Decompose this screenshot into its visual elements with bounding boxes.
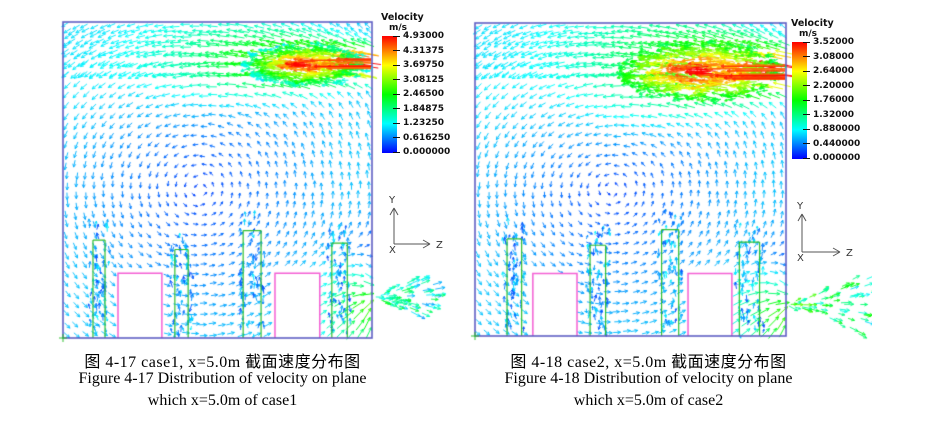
caption-en-line1-case1: Figure 4-17 Distribution of velocity on … — [78, 370, 367, 387]
legend-tick: 0.440000 — [803, 139, 860, 149]
legend-tick: 3.69750 — [393, 60, 444, 70]
axis-triad-case2: Y Z X — [796, 201, 853, 264]
legend-units: m/s — [799, 29, 818, 39]
axis-label-x: X — [797, 253, 804, 264]
legend-tick: 1.23250 — [393, 118, 444, 128]
legend-tick: 1.84875 — [393, 104, 444, 114]
legend-tick: 0.000000 — [393, 147, 450, 157]
caption-en-line2-case2: which x=5.0m of case2 — [573, 392, 724, 409]
legend-tick: 2.46500 — [393, 89, 444, 99]
legend-tick: 0.880000 — [803, 124, 860, 134]
legend-tick: 3.08125 — [393, 75, 444, 85]
caption-en-line1-case2: Figure 4-18 Distribution of velocity on … — [504, 370, 793, 387]
legend-tick: 3.52000 — [803, 37, 854, 47]
axis-triad-case1: Y Z X — [388, 195, 443, 256]
caption-zh-case1: 图 4-17 case1, x=5.0m 截面速度分布图 — [84, 354, 361, 371]
velocity-legend-case2: Velocity m/s 3.52000 3.08000 2.64000 2.2000… — [791, 18, 860, 164]
legend-tick: 4.93000 — [393, 31, 444, 41]
axis-label-y: Y — [388, 195, 396, 206]
caption-en-line2-case1: which x=5.0m of case1 — [147, 392, 298, 409]
legend-tick: 1.32000 — [803, 110, 854, 120]
colorbar-tick-labels: 4.93000 4.31375 3.69750 3.08125 2.46500 1.848… — [393, 31, 465, 157]
velocity-legend-case1: Velocity m/s 4.93000 4.31375 3.69750 3.0812… — [381, 12, 450, 158]
legend-title: Velocity — [381, 12, 424, 23]
legend-tick: 2.64000 — [803, 66, 854, 76]
legend-tick: 3.08000 — [803, 52, 854, 62]
legend-tick: 1.76000 — [803, 95, 854, 105]
caption-zh-case2: 图 4-18 case2, x=5.0m 截面速度分布图 — [510, 354, 787, 371]
colorbar-tick-labels: 3.52000 3.08000 2.64000 2.20000 1.76000 1.320… — [803, 37, 875, 163]
legend-tick: 0.000000 — [803, 153, 860, 163]
legend-title: Velocity — [791, 18, 834, 29]
axis-label-z: Z — [846, 248, 853, 259]
axis-label-y: Y — [796, 201, 804, 212]
axis-label-x: X — [389, 245, 396, 256]
legend-tick: 4.31375 — [393, 46, 444, 56]
legend-tick: 2.20000 — [803, 81, 854, 91]
axis-label-z: Z — [436, 240, 443, 251]
legend-units: m/s — [389, 23, 408, 33]
legend-tick: 0.616250 — [393, 133, 450, 143]
